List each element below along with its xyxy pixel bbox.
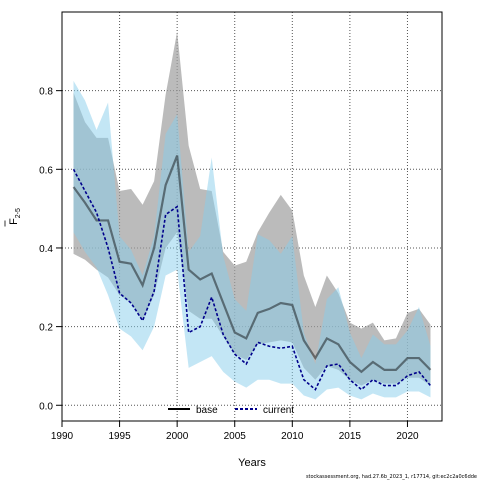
x-tick-label: 2020 — [396, 431, 419, 442]
y-tick-label: 0.0 — [39, 401, 53, 412]
line-base — [72, 155, 432, 374]
y-axis-title-sub: 2-5 — [15, 208, 22, 218]
series-lines — [72, 155, 432, 391]
legend: base current — [168, 405, 294, 416]
band-base — [73, 31, 431, 386]
y-axis-title: F2-5 — [4, 208, 22, 227]
x-tick-label: 2000 — [166, 431, 189, 442]
confidence-bands — [73, 31, 431, 400]
y-tick-label: 0.8 — [39, 87, 53, 98]
svg-text:F2-5: F2-5 — [8, 208, 22, 225]
band-current — [73, 80, 431, 400]
y-axis-title-main: F — [8, 218, 20, 225]
x-tick-label: 2015 — [339, 431, 362, 442]
x-tick-label: 2010 — [281, 431, 304, 442]
x-tick-label: 1990 — [51, 431, 74, 442]
x-tick-label: 2005 — [224, 431, 247, 442]
plot-frame — [61, 11, 443, 422]
x-axis: 1990 1995 2000 2005 2010 2015 2020 — [51, 421, 419, 442]
y-tick-label: 0.6 — [39, 165, 53, 176]
y-tick-label: 0.2 — [39, 323, 53, 334]
x-axis-title: Years — [238, 457, 266, 469]
y-tick-label: 0.4 — [39, 244, 53, 255]
legend-label-base: base — [196, 405, 218, 416]
legend-label-current: current — [263, 405, 294, 416]
y-axis: 0.0 0.2 0.4 0.6 0.8 — [39, 87, 62, 412]
line-current — [72, 168, 432, 391]
x-tick-label: 1995 — [108, 431, 131, 442]
footnote: stockassessment.org, had.27.6b_2023_1, r… — [306, 474, 477, 480]
